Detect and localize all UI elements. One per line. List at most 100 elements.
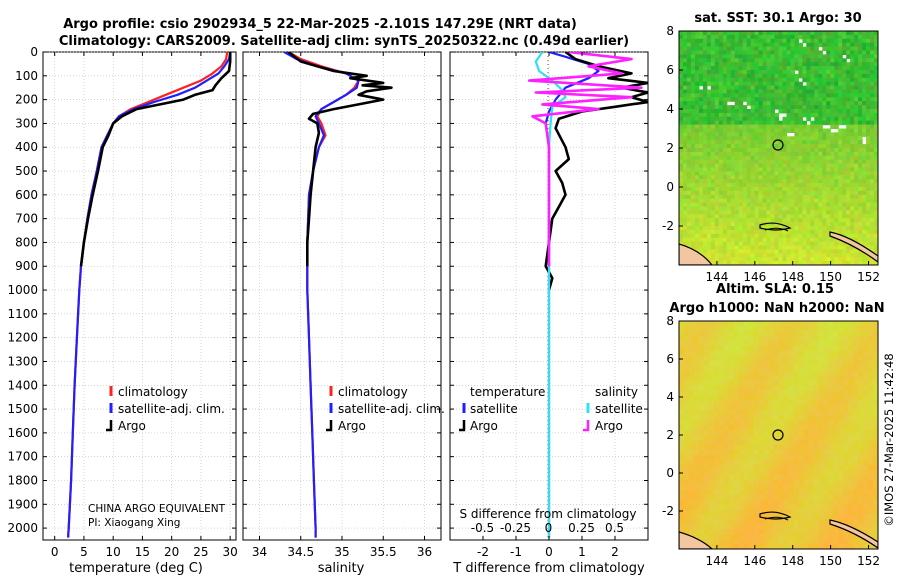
sst-cell [782, 38, 788, 44]
sst-cell [866, 136, 871, 141]
sst-cell [718, 85, 724, 91]
sst-cell [858, 187, 863, 192]
sst-cell [694, 54, 700, 59]
sst-cell [706, 144, 712, 149]
sst-cell [830, 245, 835, 250]
sst-cell [734, 136, 740, 141]
sst-cell [834, 101, 839, 106]
sst-cell [758, 253, 764, 258]
sla-cell [778, 420, 785, 426]
sst-cell [698, 105, 704, 110]
sst-cell [746, 120, 752, 126]
sst-cell [778, 50, 784, 55]
sst-cell [786, 148, 792, 153]
sla-cell [853, 370, 859, 377]
sst-cell [810, 144, 815, 149]
sst-cell [806, 109, 811, 114]
sst-cell [814, 124, 819, 130]
sst-cell [750, 73, 756, 79]
sst-cell [850, 116, 855, 122]
sla-cell [838, 459, 844, 466]
sst-cell [822, 163, 827, 169]
sst-cell [746, 253, 752, 258]
sst-cell [870, 159, 875, 165]
sst-cell [710, 159, 716, 165]
sla-cell [753, 514, 760, 520]
sla-cell [808, 385, 814, 391]
sla-cell [718, 360, 725, 367]
sst-cell [858, 116, 863, 122]
sst-cell [822, 77, 827, 83]
sst-cell [834, 183, 839, 188]
sla-cell [698, 410, 705, 416]
sst-cell [694, 89, 700, 94]
sla-cell [783, 479, 790, 486]
sst-cell [810, 38, 815, 44]
s-diff-tick-label: 0.25 [568, 521, 595, 535]
sst-cell [682, 62, 688, 67]
sst-cell [762, 210, 768, 215]
sst-cell [810, 77, 815, 83]
sst-cell [746, 34, 752, 40]
sla-cell [823, 380, 829, 387]
sst-cell [786, 218, 792, 223]
sla-cell [723, 335, 730, 342]
sst-cell [830, 167, 835, 172]
sst-cell [842, 109, 847, 114]
sst-cell [714, 155, 720, 161]
sst-cell [874, 85, 878, 91]
s-diff-tick-label: -0.25 [500, 521, 531, 535]
sla-cell [723, 430, 730, 436]
sla-cell [728, 425, 735, 431]
sst-cell [794, 171, 799, 176]
sst-cell [810, 202, 815, 208]
sst-cell [846, 163, 851, 169]
sst-cell [862, 159, 867, 165]
sst-cell [818, 62, 823, 67]
sst-cell [798, 229, 803, 235]
sla-cell [763, 484, 770, 491]
sla-cell [703, 459, 710, 466]
sst-cell [722, 89, 728, 94]
sla-cell [763, 410, 770, 416]
sla-cell [788, 365, 795, 372]
sla-cell [743, 509, 750, 515]
sst-cell [758, 144, 764, 149]
sla-cell [728, 439, 735, 446]
sst-cell [778, 105, 784, 110]
sla-cell [778, 350, 785, 357]
sst-cell [682, 144, 688, 149]
sla-cell [793, 390, 799, 396]
sla-cell [868, 514, 874, 520]
sla-cell [798, 410, 804, 416]
sla-cell [853, 405, 859, 411]
sst-cell [858, 85, 863, 91]
sla-cell [728, 469, 735, 476]
sst-cell [702, 105, 708, 110]
sst-cell [762, 226, 768, 231]
sla-cell [748, 415, 755, 421]
sst-cell [694, 112, 700, 118]
sst-cell [714, 148, 720, 153]
sst-cell [846, 214, 851, 219]
sla-cell [713, 430, 720, 436]
sst-cell [694, 93, 700, 98]
sla-cell [808, 400, 814, 406]
sla-cell [713, 390, 720, 396]
sla-cell [718, 469, 725, 476]
sst-cell [826, 206, 831, 211]
sst-cell [766, 226, 772, 231]
sst-cell [734, 261, 740, 265]
sst-cell [830, 144, 835, 149]
sst-cell [758, 175, 764, 180]
sla-cell [688, 494, 695, 501]
sst-cell [790, 58, 796, 63]
sst-cell [706, 148, 712, 153]
sst-cell [826, 175, 831, 180]
sst-cell [786, 241, 792, 247]
sla-cell [828, 390, 834, 396]
sst-cell [730, 112, 736, 118]
sst-cell [726, 81, 732, 87]
sla-cell [743, 350, 750, 357]
sla-cell [748, 499, 755, 505]
